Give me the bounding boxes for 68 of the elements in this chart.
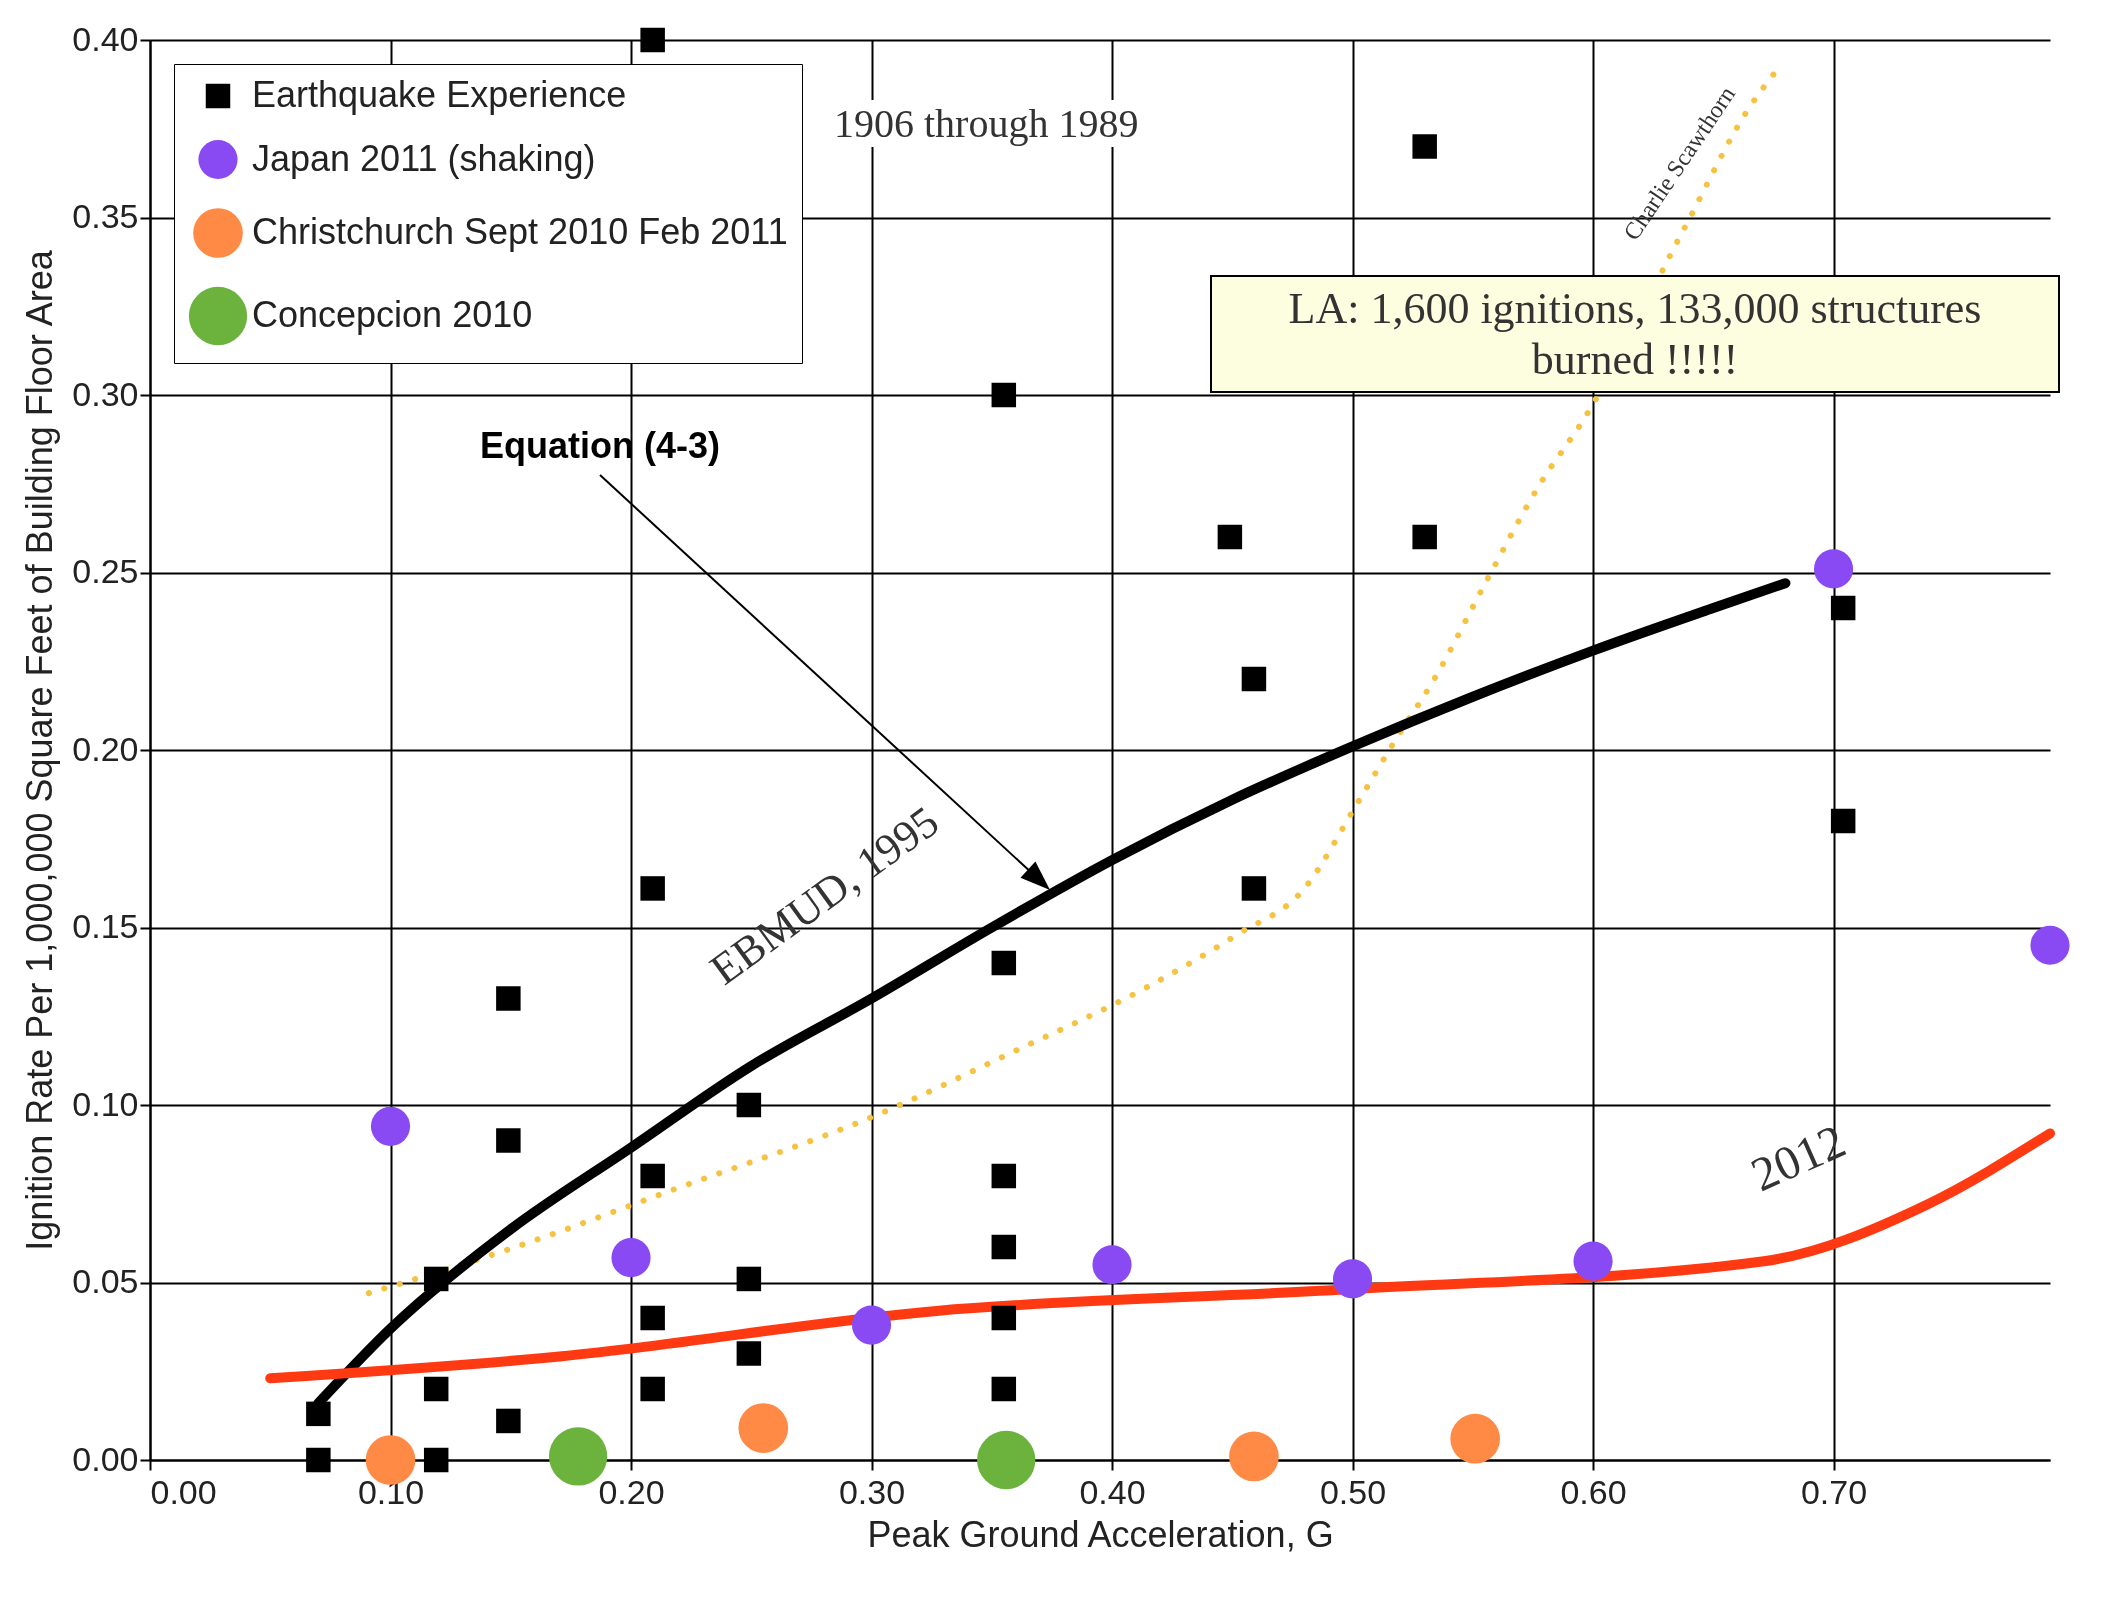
x-tick-label: 0.10 <box>357 1472 425 1511</box>
point <box>2030 925 2070 965</box>
y-tick-label: 0.20 <box>72 729 139 768</box>
point <box>496 1408 521 1434</box>
point <box>640 1376 665 1402</box>
point <box>977 1430 1036 1490</box>
point <box>1412 134 1437 159</box>
x-tick-label: 0.60 <box>1560 1472 1627 1511</box>
point <box>640 876 665 901</box>
y-tick-label: 0.15 <box>72 907 139 945</box>
point <box>640 1163 665 1189</box>
point <box>991 382 1017 408</box>
y-axis-title: Ignition Rate Per 1,000,000 Square Feet of Building Floor Area <box>19 249 61 1251</box>
point <box>1229 1431 1279 1482</box>
legend-label: Christchurch Sept 2010 Feb 2011 <box>252 211 788 252</box>
point <box>1217 524 1243 550</box>
x-tick-label: 0.50 <box>1319 1472 1387 1511</box>
point <box>736 1266 762 1292</box>
point <box>1412 524 1437 550</box>
point <box>306 1401 331 1427</box>
point <box>1813 549 1854 589</box>
point <box>640 27 665 53</box>
x-tick-label: 0.00 <box>150 1472 217 1511</box>
point <box>736 1092 762 1118</box>
point <box>640 1305 665 1331</box>
point <box>991 950 1017 976</box>
annotation: 1906 through 1989 <box>830 100 1143 147</box>
point <box>1573 1241 1613 1281</box>
annotation: 2012 <box>1742 1112 1854 1203</box>
annotation: Equation (4-3) <box>480 425 720 467</box>
point <box>496 986 521 1011</box>
point <box>738 1403 789 1453</box>
point <box>991 1376 1017 1402</box>
y-tick-label: 0.10 <box>72 1084 139 1123</box>
legend-label: Concepcion 2010 <box>252 294 533 335</box>
legend-label: Japan 2011 (shaking) <box>252 137 596 179</box>
point <box>1332 1259 1373 1299</box>
y-tick-label: 0.30 <box>72 374 139 413</box>
point <box>1241 876 1267 901</box>
point <box>496 1128 521 1153</box>
point <box>851 1305 892 1345</box>
x-tick-label: 0.20 <box>598 1472 665 1511</box>
y-tick-label: 0.05 <box>72 1262 139 1300</box>
y-tick-label: 0.00 <box>72 1439 139 1478</box>
point <box>991 1234 1017 1260</box>
x-tick-label: 0.30 <box>838 1472 906 1511</box>
point <box>1092 1245 1132 1285</box>
point <box>423 1447 449 1473</box>
y-tick-label: 0.40 <box>72 19 139 58</box>
y-tick-label: 0.25 <box>72 552 139 590</box>
point <box>991 1305 1017 1331</box>
point <box>991 1163 1017 1189</box>
x-tick-label: 0.70 <box>1800 1472 1868 1511</box>
point <box>306 1447 331 1473</box>
x-tick-label: 0.40 <box>1079 1472 1146 1511</box>
point <box>611 1238 651 1278</box>
x-axis-title: Peak Ground Acceleration, G <box>867 1513 1334 1555</box>
point <box>1830 808 1856 834</box>
callout-box: LA: 1,600 ignitions, 133,000 structures burned !!!!! <box>1210 275 2060 393</box>
y-tick-label: 0.35 <box>72 197 139 235</box>
point <box>1450 1413 1501 1464</box>
legend-label: Earthquake Experience <box>252 74 627 115</box>
point <box>736 1341 762 1366</box>
point <box>423 1266 449 1292</box>
point <box>423 1376 449 1402</box>
point <box>370 1106 411 1146</box>
point <box>1830 595 1856 621</box>
point <box>1241 666 1267 692</box>
